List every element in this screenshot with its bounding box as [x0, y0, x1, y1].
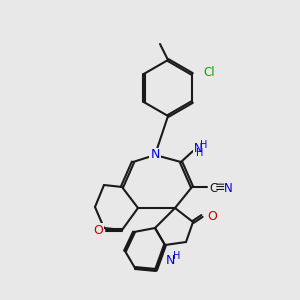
Text: H: H	[200, 140, 208, 150]
Text: H: H	[173, 251, 181, 261]
Text: N: N	[224, 182, 232, 194]
Text: ≡: ≡	[215, 182, 225, 194]
Text: O: O	[207, 211, 217, 224]
Text: Cl: Cl	[203, 65, 215, 79]
Text: N: N	[150, 148, 160, 161]
Text: N: N	[165, 254, 175, 266]
Text: N: N	[150, 148, 160, 161]
Text: O: O	[93, 224, 103, 236]
Text: N: N	[194, 142, 202, 154]
Text: C: C	[209, 182, 217, 194]
Text: H: H	[196, 148, 204, 158]
